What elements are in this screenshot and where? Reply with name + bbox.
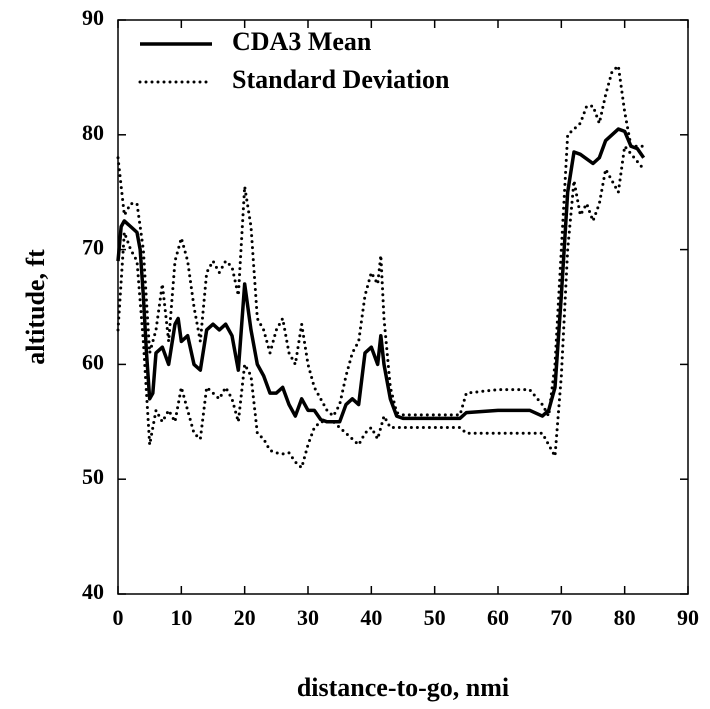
x-tick-label: 90 <box>677 605 699 630</box>
data-line <box>116 64 646 418</box>
x-axis-title: distance-to-go, nmi <box>297 673 509 702</box>
x-tick-label: 20 <box>234 605 256 630</box>
x-tick-label: 10 <box>170 605 192 630</box>
x-tick-label: 60 <box>487 605 509 630</box>
y-tick-label: 70 <box>82 235 104 260</box>
y-tick-label: 80 <box>82 120 104 145</box>
data-line <box>116 127 646 424</box>
data-line <box>116 144 646 470</box>
plot-frame <box>117 19 689 595</box>
x-tick-label: 0 <box>113 605 124 630</box>
y-tick-label: 60 <box>82 349 104 374</box>
legend-label: Standard Deviation <box>232 65 450 94</box>
x-tick-label: 30 <box>297 605 319 630</box>
y-tick-label: 50 <box>82 464 104 489</box>
y-tick-label: 90 <box>82 5 104 30</box>
y-tick-label: 40 <box>82 579 104 604</box>
x-tick-label: 50 <box>424 605 446 630</box>
x-tick-label: 70 <box>550 605 572 630</box>
y-axis-title: altitude, ft <box>21 249 50 365</box>
legend-label: CDA3 Mean <box>232 27 372 56</box>
x-tick-label: 40 <box>360 605 382 630</box>
x-tick-label: 80 <box>614 605 636 630</box>
